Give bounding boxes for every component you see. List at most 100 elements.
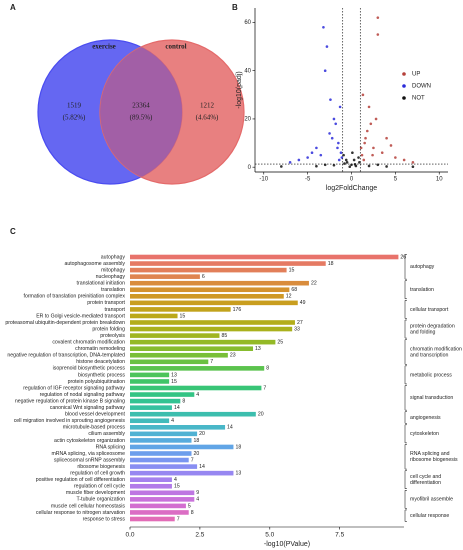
bar (130, 398, 181, 404)
point (297, 158, 301, 162)
point (337, 141, 340, 145)
point (322, 25, 325, 29)
point (374, 117, 378, 121)
point (411, 165, 415, 168)
count-label: 33 (294, 326, 300, 332)
panel-label: B (232, 3, 238, 12)
count-label: 14 (174, 405, 180, 411)
x-tick-label: -5 (305, 177, 311, 183)
category-label: protein polyubiquitination (68, 379, 126, 385)
point (343, 162, 346, 165)
count-label: 4 (196, 392, 199, 398)
category-label: autophagy (101, 254, 126, 260)
legend-swatch (402, 72, 406, 76)
category-label: regulation of cell cycle (74, 484, 125, 490)
group-label: cytoskeleton (410, 431, 439, 437)
group-label: and folding (410, 329, 435, 335)
group-bracket (404, 411, 407, 424)
point (376, 16, 380, 19)
bar (130, 418, 170, 424)
x-tick-label: 0 (350, 177, 354, 183)
group-label: signal transduction (410, 395, 453, 401)
y-tick-label: 60 (244, 20, 251, 26)
group-bracket (404, 280, 407, 300)
bar (130, 392, 195, 397)
bar (130, 490, 195, 496)
category-label: muscle cell cellular homeostasis (51, 503, 126, 509)
count-label: 20 (199, 431, 205, 437)
point (389, 144, 393, 147)
bar (130, 307, 231, 312)
bar (130, 431, 198, 437)
point (380, 151, 384, 155)
category-label: muscle fiber development (66, 490, 126, 496)
category-label: covalent chromatin modification (52, 340, 125, 346)
bar (130, 503, 186, 509)
group-bracket (404, 319, 407, 339)
x-tick-label: 5 (394, 177, 398, 183)
set-circle (99, 39, 245, 185)
bar (130, 254, 399, 260)
x-tick-label: 7.5 (335, 532, 344, 539)
legend-swatch (402, 84, 406, 88)
bar (130, 267, 287, 273)
point (365, 129, 369, 133)
group-label: RNA splicing and (410, 451, 450, 457)
category-label: negative regulation of transcription, DN… (7, 353, 125, 359)
category-label: translational initiation (77, 281, 126, 287)
point (369, 122, 373, 126)
category-label: biosynthetic process (78, 372, 125, 378)
panel-label: C (10, 227, 16, 236)
group-label: cellular transport (410, 307, 449, 313)
point (288, 161, 292, 164)
group-label: translation (410, 287, 434, 293)
x-tick-label: 5.0 (265, 532, 274, 539)
bar (130, 425, 226, 430)
count-label: 68 (291, 287, 297, 293)
point (372, 146, 375, 150)
count-label: 7 (263, 385, 266, 391)
count-label: 5 (188, 503, 191, 509)
category-label: formation of translation preinitiation c… (24, 294, 126, 300)
group-label: protein degradation (410, 323, 455, 329)
point (339, 151, 343, 155)
category-label: translation (101, 287, 125, 293)
group-bracket (404, 365, 407, 385)
x-tick-label: -10 (259, 177, 268, 183)
group-label: metabolic process (410, 372, 452, 378)
point (280, 165, 283, 168)
category-label: proteolysis (100, 333, 125, 339)
bar (130, 379, 170, 384)
category-label: histone deacetylation (76, 359, 125, 365)
count-label: 14 (199, 464, 205, 470)
point (385, 165, 388, 168)
point (315, 146, 318, 150)
region-percent: (89.5%) (130, 114, 153, 122)
category-label: cellular response to nitrogen starvation (36, 510, 125, 516)
bar (130, 372, 170, 378)
point (363, 141, 366, 145)
group-bracket (404, 339, 407, 365)
group-label: chromatin modification (410, 346, 462, 352)
point (348, 165, 352, 168)
count-label: 8 (266, 366, 269, 372)
count-label: 18 (235, 444, 241, 450)
category-label: transport (105, 307, 126, 313)
bar (130, 294, 284, 299)
legend-swatch (402, 96, 406, 100)
count-label: 18 (194, 438, 200, 444)
y-tick-label: 40 (244, 68, 251, 74)
point (352, 158, 356, 162)
category-label: negative regulation of protein kinase B … (15, 398, 125, 404)
count-label: 7 (177, 516, 180, 522)
group-label: and transcription (410, 352, 448, 358)
bar (130, 320, 295, 325)
count-label: 4 (196, 497, 199, 503)
category-label: regulation of IGF receptor signaling pat… (23, 385, 125, 391)
group-bracket (404, 254, 407, 280)
category-label: protein transport (87, 300, 125, 306)
group-label: angiogenesis (410, 415, 441, 421)
count-label: 7 (210, 359, 213, 365)
count-label: 49 (300, 300, 306, 306)
x-tick-label: 10 (436, 177, 443, 183)
